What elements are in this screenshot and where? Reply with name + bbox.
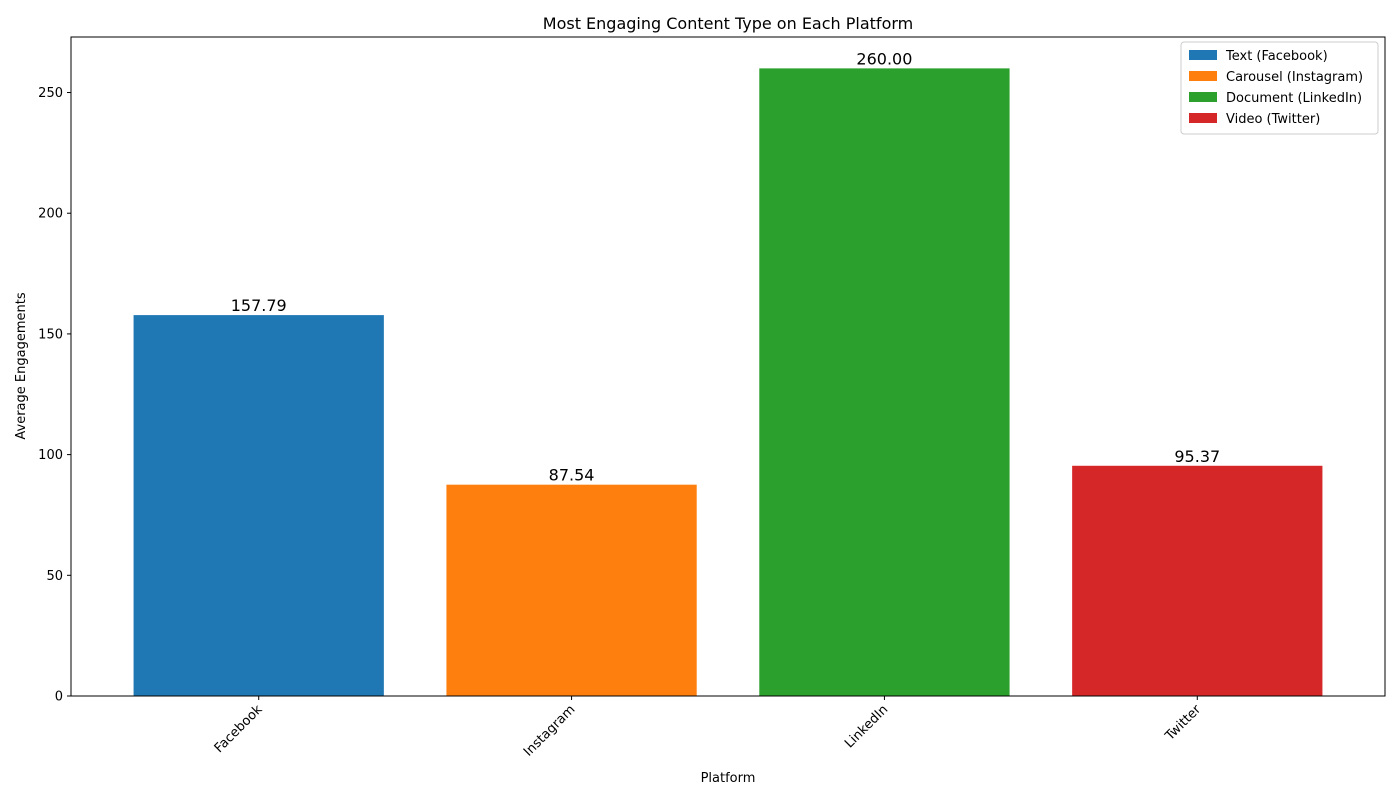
y-tick-label: 100 — [38, 448, 63, 463]
x-tick-label-linkedin: LinkedIn — [842, 702, 891, 751]
x-tick-label-twitter: Twitter — [1162, 702, 1205, 745]
y-tick-label: 0 — [55, 690, 63, 705]
legend-label: Video (Twitter) — [1226, 112, 1320, 127]
bar-instagram — [446, 484, 697, 696]
legend-swatch — [1189, 113, 1217, 123]
x-axis-label: Platform — [701, 771, 756, 786]
y-tick-label: 250 — [38, 86, 63, 101]
bar-twitter — [1072, 465, 1323, 696]
bar-linkedin — [759, 68, 1010, 696]
bar-value-label-instagram: 87.54 — [549, 466, 595, 485]
bar-value-label-facebook: 157.79 — [231, 296, 287, 315]
legend-label: Document (LinkedIn) — [1226, 91, 1362, 106]
x-tick-label-instagram: Instagram — [521, 702, 578, 759]
legend-swatch — [1189, 50, 1217, 60]
legend-swatch — [1189, 71, 1217, 81]
y-tick-label: 150 — [38, 327, 63, 342]
plot-frame — [70, 36, 1386, 697]
bar-facebook — [133, 315, 384, 696]
y-tick-label: 50 — [46, 569, 63, 584]
legend: Text (Facebook) Carousel (Instagram) Docum… — [1180, 41, 1379, 135]
legend-label: Carousel (Instagram) — [1226, 70, 1363, 85]
chart-title: Most Engaging Content Type on Each Platf… — [543, 14, 913, 33]
y-axis-label: Average Engagements — [14, 292, 29, 439]
bar-value-label-linkedin: 260.00 — [856, 49, 912, 68]
legend-swatch — [1189, 92, 1217, 102]
legend-label: Text (Facebook) — [1225, 49, 1328, 64]
y-tick-label: 200 — [38, 207, 63, 222]
legend-box — [1180, 41, 1379, 135]
x-tick-label-facebook: Facebook — [212, 702, 266, 756]
bar-value-label-twitter: 95.37 — [1174, 447, 1220, 466]
